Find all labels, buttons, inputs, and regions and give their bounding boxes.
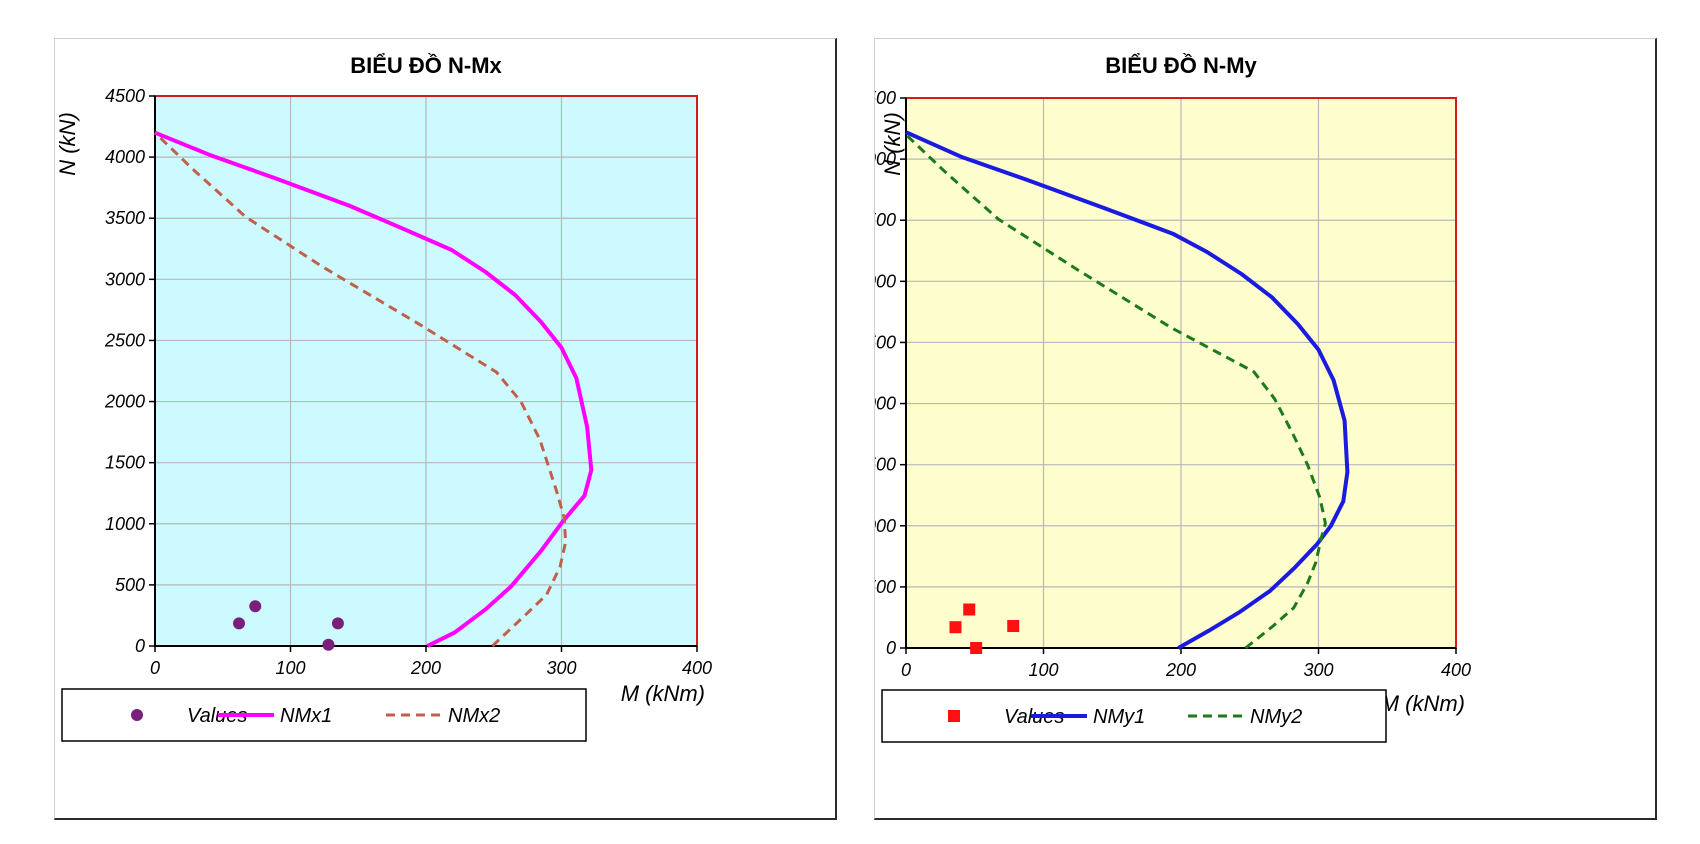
data-point-values — [970, 642, 983, 654]
legend-label-nmx1: NMx1 — [280, 705, 332, 727]
series-line-nmx1 — [154, 130, 594, 648]
y-tick-label: 3000 — [875, 271, 896, 291]
y-axis-label: N (kN) — [55, 112, 80, 176]
y-tick-label: 4500 — [875, 88, 896, 108]
x-axis-label: M (kNm) — [621, 681, 705, 706]
chart-panel-nmy: 0100200300400050010001500200025003000350… — [874, 38, 1657, 820]
legend-label-nmx2: NMx2 — [448, 705, 500, 727]
x-tick-label: 400 — [1441, 660, 1471, 680]
data-point-values — [249, 600, 262, 613]
x-tick-label: 200 — [410, 658, 441, 678]
legend-swatch-values — [131, 709, 143, 721]
y-tick-label: 1500 — [105, 453, 145, 473]
y-tick-label: 3500 — [875, 210, 896, 230]
y-tick-label: 4000 — [875, 149, 896, 169]
legend-label-nmy2: NMy2 — [1250, 706, 1302, 728]
x-tick-label: 100 — [275, 658, 305, 678]
y-tick-label: 1000 — [105, 514, 145, 534]
y-tick-label: 4000 — [105, 147, 145, 167]
y-tick-label: 1000 — [875, 516, 896, 536]
x-tick-label: 0 — [150, 658, 160, 678]
series-line-nmy2 — [904, 133, 1327, 650]
y-axis-label: N (kN) — [880, 112, 905, 176]
data-point-values — [949, 621, 962, 634]
legend-swatch-values — [948, 710, 960, 722]
x-tick-label: 0 — [901, 660, 911, 680]
x-tick-label: 300 — [546, 658, 576, 678]
legend-label-values: Values — [187, 705, 247, 727]
y-tick-label: 4500 — [105, 86, 145, 106]
chart-nmy: 0100200300400050010001500200025003000350… — [875, 53, 1471, 743]
legend-box — [881, 689, 1387, 743]
y-tick-label: 3500 — [105, 208, 145, 228]
x-tick-label: 200 — [1165, 660, 1196, 680]
series-line-nmy1 — [905, 130, 1350, 650]
y-tick-label: 2500 — [875, 332, 896, 352]
legend-label-nmy1: NMy1 — [1093, 706, 1145, 728]
data-point-values — [331, 617, 344, 630]
y-tick-label: 2500 — [104, 330, 145, 350]
data-point-values — [322, 638, 335, 651]
y-tick-label: 1500 — [875, 455, 896, 475]
x-tick-label: 100 — [1028, 660, 1058, 680]
y-tick-label: 2000 — [104, 392, 145, 412]
y-tick-label: 500 — [875, 577, 896, 597]
y-tick-label: 500 — [115, 575, 145, 595]
x-axis-label: M (kNm) — [1381, 691, 1465, 716]
chart-nmx: 0 100 200 300 400050010001500200025003000350… — [55, 53, 712, 742]
data-point-values — [963, 603, 976, 616]
x-tick-label: 300 — [1303, 660, 1333, 680]
x-tick-label: 400 — [682, 658, 712, 678]
legend-box — [61, 688, 587, 742]
y-tick-label: 2000 — [875, 394, 896, 414]
y-tick-label: 3000 — [105, 269, 145, 289]
chart-title: BIỂU ĐỒ N-Mx — [350, 53, 502, 78]
chart-title: BIỂU ĐỒ N-My — [1105, 53, 1257, 78]
data-point-values — [233, 617, 246, 630]
y-tick-label: 0 — [135, 636, 145, 656]
data-point-values — [1007, 620, 1020, 632]
chart-panel-nmx: 0 100 200 300 400 0 500 1000 1500 2000 2500 3000 350… — [54, 38, 837, 820]
y-tick-label: 0 — [886, 638, 896, 658]
